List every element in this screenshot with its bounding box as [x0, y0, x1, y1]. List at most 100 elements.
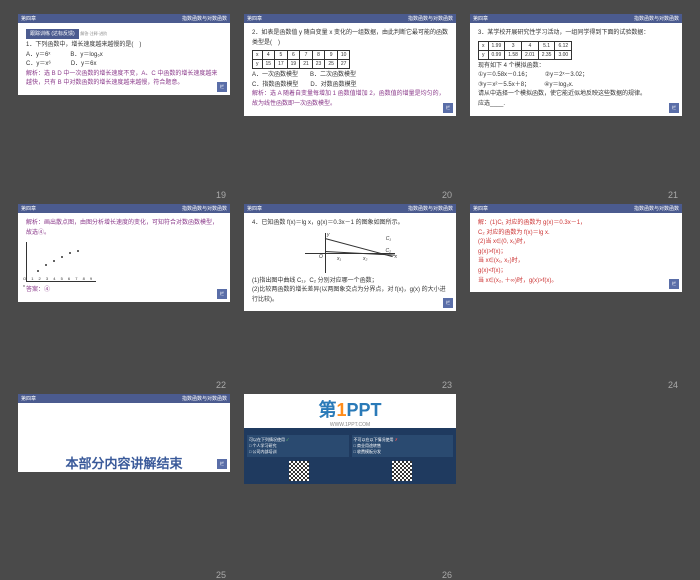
col-right: 不可以在以下情况使用 ✗ □ 商业用途转售 □ 收费模板分发	[352, 435, 454, 457]
hdr-right: 指数函数与对数函数	[182, 395, 227, 402]
slide-num-26: 26	[442, 570, 452, 580]
q3-l4: 应选____.	[478, 100, 674, 110]
cell: 2.01	[521, 50, 538, 59]
empty-cell	[470, 394, 682, 566]
qr-code-1	[289, 461, 309, 481]
cell: 25	[325, 60, 338, 69]
hdr-right: 指数函数与对数函数	[182, 205, 227, 212]
qr-row	[247, 461, 453, 481]
slide-20[interactable]: 第四章 指数函数与对数函数 2．如表是函数值 y 随自变量 x 变化的一组数据，…	[244, 14, 456, 116]
slide-25[interactable]: 第四章 指数函数与对数函数 本部分内容讲解结束 栏	[18, 394, 230, 472]
qr-code-2	[392, 461, 412, 481]
q3-table: x 1.99 3 4 5.1 6.12 y 0.99 1.58 2.01 2.3…	[478, 41, 572, 60]
logo: 第1PPT	[244, 394, 456, 422]
x-labels: O 1 2 3 4 5 6 7 8 9 x	[23, 276, 96, 289]
corner-badge: 栏	[669, 103, 679, 113]
q2-table: x 4 5 6 7 8 9 10 y 15 17 19 21	[252, 50, 350, 69]
slide-num-25: 25	[216, 570, 226, 580]
q3-l2: 现有如下 4 个模拟函数：	[478, 62, 674, 72]
hdr-left: 第四章	[21, 395, 36, 402]
logo-part2: 1	[336, 400, 346, 420]
hdr-right: 指数函数与对数函数	[408, 205, 453, 212]
slide-19-wrap: 第四章 指数函数与对数函数 跟踪训练 (达标反馈) 解答·注释·进阶 1．下列函…	[18, 14, 230, 186]
q2-d: D．对数函数模型	[310, 81, 356, 91]
q1: 1．下列函数中，增长速度越来越慢的是( )	[26, 41, 222, 51]
logo-part3: PPT	[347, 400, 382, 420]
logo-part1: 第	[318, 400, 336, 420]
slide-num-19: 19	[216, 190, 226, 200]
q4-p2: (2)比较两函数的增长差异(以两图象交点为分界点，对 f(x)，g(x) 的大小…	[252, 286, 448, 305]
cell: 0.99	[488, 50, 505, 59]
line-d: □ 收费模板分发	[354, 449, 452, 455]
q3-o3: ③y＝x²－5.5x＋8；	[478, 81, 530, 91]
cell: 23	[312, 60, 325, 69]
s24-l4: g(x)>f(x)；	[478, 248, 674, 258]
q3-ans1: 解析：画出散点图，由图分析增长速度的变化，可知符合对数函数模型，故选④。	[26, 219, 222, 238]
label-x: x	[395, 253, 398, 261]
label-c2: C₂	[385, 247, 391, 255]
cell: y	[479, 50, 489, 59]
q2-c: C．指数函数模型	[252, 81, 298, 91]
slide-22[interactable]: 第四章 指数函数与对数函数 解析：画出散点图，由图分析增长速度的变化，可知符合对…	[18, 204, 230, 302]
cell: 6.12	[555, 41, 572, 50]
slide-24[interactable]: 第四章 指数函数与对数函数 解：(1)C₁ 对应的函数为 g(x)＝0.3x－1…	[470, 204, 682, 292]
col-left: 可以在下列情况使用 ✓ □ 个人学习研究 □ 公司内部培训	[247, 435, 349, 457]
slide-num-23: 23	[442, 380, 452, 390]
slide-19[interactable]: 第四章 指数函数与对数函数 跟踪训练 (达标反馈) 解答·注释·进阶 1．下列函…	[18, 14, 230, 95]
col-left-title: 可以在下列情况使用	[249, 437, 285, 442]
hdr-left: 第四章	[473, 205, 488, 212]
check-icon: ✓	[286, 437, 289, 442]
cell: 7	[300, 51, 313, 60]
slide-body: 2．如表是函数值 y 随自变量 x 变化的一组数据，由此判断它最可能的函数类型是…	[244, 23, 456, 116]
end-title: 本部分内容讲解结束	[18, 403, 230, 472]
cell: 5	[275, 51, 288, 60]
cell: 1.58	[505, 50, 522, 59]
corner-badge: 栏	[217, 459, 227, 469]
cell: 2.35	[538, 50, 555, 59]
cross-icon: ✗	[395, 437, 398, 442]
scatter-dot	[77, 250, 79, 252]
slide-num-20: 20	[442, 190, 452, 200]
cell: y	[253, 60, 263, 69]
label-y: y	[327, 231, 330, 239]
cell: 15	[262, 60, 275, 69]
cell: 21	[300, 60, 313, 69]
scatter-dot	[45, 264, 47, 266]
corner-badge: 栏	[217, 289, 227, 299]
cols: 可以在下列情况使用 ✓ □ 个人学习研究 □ 公司内部培训 不可以在以下情况使用…	[247, 435, 453, 457]
scatter-dot	[37, 270, 39, 272]
cell: 1.99	[488, 41, 505, 50]
cell: x	[253, 51, 263, 60]
slide-num-22: 22	[216, 380, 226, 390]
cell: 8	[312, 51, 325, 60]
q1-d: D．y＝6x	[71, 60, 97, 70]
section-tag: 跟踪训练 (达标反馈)	[26, 29, 79, 39]
cell: 9	[325, 51, 338, 60]
corner-badge: 栏	[669, 279, 679, 289]
s24-l5: 当 x∈(x₁, x₂)时，	[478, 257, 674, 267]
cell: 27	[337, 60, 350, 69]
q3: 3．某学校开展研究性学习活动，一组同学得到下面的试验数据：	[478, 29, 674, 39]
scatter-dot	[53, 260, 55, 262]
corner-badge: 栏	[217, 82, 227, 92]
q1-ans: 解析：选 B D 中一次函数的增长速度不变，A、C 中函数的增长速度越来越快，只…	[26, 70, 222, 89]
q4-p1: (1)指出图中曲线 C₁，C₂ 分别对应哪一个函数；	[252, 277, 448, 287]
hdr-left: 第四章	[21, 15, 36, 22]
cell: 6	[287, 51, 300, 60]
slide-23[interactable]: 第四章 指数函数与对数函数 4．已知函数 f(x)＝lg x，g(x)＝0.3x…	[244, 204, 456, 311]
slide-header: 第四章 指数函数与对数函数	[18, 204, 230, 213]
cell: 4	[262, 51, 275, 60]
cell: 19	[287, 60, 300, 69]
slide-header: 第四章 指数函数与对数函数	[18, 14, 230, 23]
q3-o4: ④y＝log₂x.	[544, 81, 573, 91]
dark-panel: 可以在下列情况使用 ✓ □ 个人学习研究 □ 公司内部培训 不可以在以下情况使用…	[244, 428, 456, 484]
slide-body: 解：(1)C₁ 对应的函数为 g(x)＝0.3x－1， C₂ 对应的函数为 f(…	[470, 213, 682, 292]
corner-badge: 栏	[443, 103, 453, 113]
slide-21[interactable]: 第四章 指数函数与对数函数 3．某学校开展研究性学习活动，一组同学得到下面的试验…	[470, 14, 682, 116]
cell: 3	[505, 41, 522, 50]
slide-header: 第四章 指数函数与对数函数	[244, 204, 456, 213]
q3-o1: ①y＝0.58x－0.16；	[478, 71, 531, 81]
slide-26[interactable]: 第1PPT WWW.1PPT.COM 可以在下列情况使用 ✓ □ 个人学习研究 …	[244, 394, 456, 484]
slide-header: 第四章 指数函数与对数函数	[244, 14, 456, 23]
col-right-title: 不可以在以下情况使用	[354, 437, 394, 442]
